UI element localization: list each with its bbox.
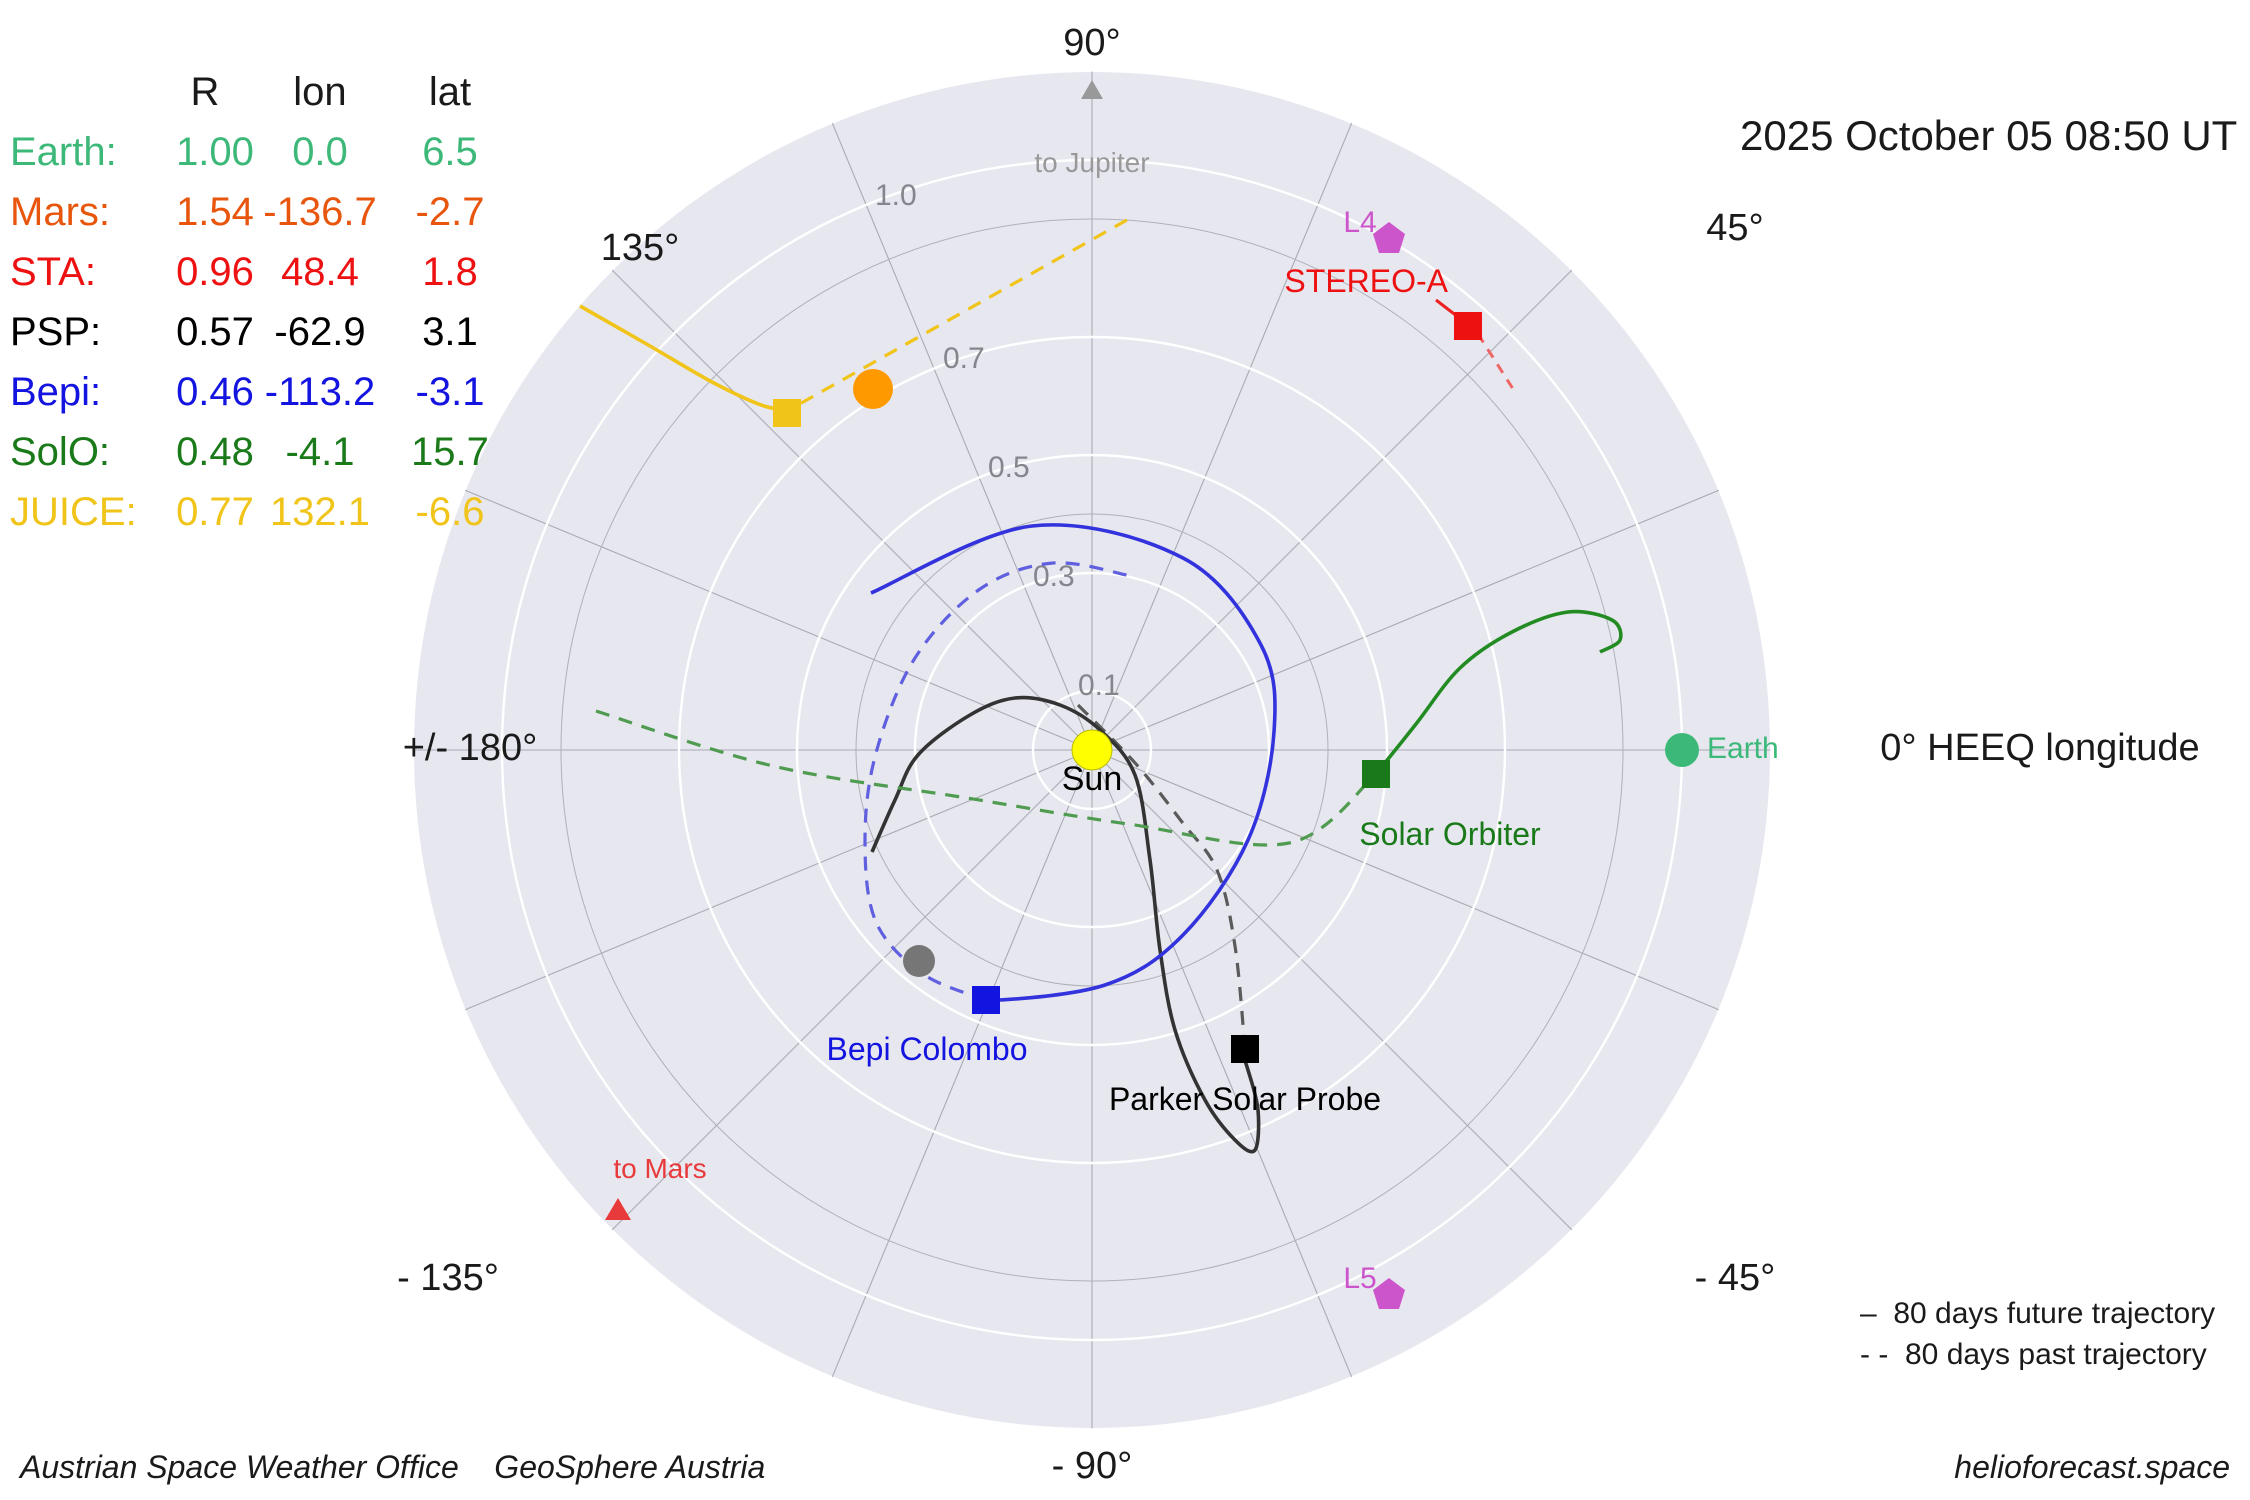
svg-text:lon: lon (293, 70, 346, 114)
svg-text:Bepi Colombo: Bepi Colombo (827, 1031, 1028, 1067)
svg-text:0° HEEQ longitude: 0° HEEQ longitude (1880, 727, 2199, 769)
svg-text:Parker Solar Probe: Parker Solar Probe (1109, 1081, 1381, 1117)
svg-text:-6.6: -6.6 (416, 490, 485, 534)
svg-text:Earth:: Earth: (10, 130, 117, 174)
svg-text:L5: L5 (1343, 1262, 1376, 1295)
svg-text:lat: lat (429, 70, 471, 114)
svg-text:Sun: Sun (1062, 760, 1123, 798)
svg-text:R: R (191, 70, 220, 114)
svg-text:- 45°: - 45° (1695, 1257, 1776, 1299)
svg-text:132.1: 132.1 (270, 490, 370, 534)
svg-text:-62.9: -62.9 (274, 310, 365, 354)
svg-text:0.57: 0.57 (176, 310, 254, 354)
svg-text:2025 October 05 08:50 UT: 2025 October 05 08:50 UT (1740, 112, 2237, 159)
svg-text:0.1: 0.1 (1078, 669, 1120, 702)
svg-text:STA:: STA: (10, 250, 96, 294)
svg-text:helioforecast.space: helioforecast.space (1954, 1449, 2230, 1485)
svg-text:- - 80 days past trajectory: - - 80 days past trajectory (1860, 1338, 2207, 1371)
svg-text:to Mars: to Mars (613, 1153, 706, 1184)
svg-text:0.5: 0.5 (988, 451, 1030, 484)
svg-text:Austrian Space Weather Office: Austrian Space Weather Office GeoSphere … (18, 1449, 765, 1485)
svg-text:Bepi:: Bepi: (10, 370, 101, 414)
svg-text:STEREO-A: STEREO-A (1284, 263, 1448, 299)
svg-text:0.0: 0.0 (292, 130, 348, 174)
svg-text:Earth: Earth (1707, 732, 1779, 765)
svg-text:1.0: 1.0 (875, 179, 917, 212)
svg-text:– 80 days future trajectory: – 80 days future trajectory (1860, 1297, 2215, 1330)
svg-text:JUICE:: JUICE: (10, 490, 137, 534)
svg-text:15.7: 15.7 (411, 430, 489, 474)
svg-text:0.46: 0.46 (176, 370, 254, 414)
svg-text:1.54: 1.54 (176, 190, 254, 234)
svg-text:0.7: 0.7 (943, 342, 985, 375)
svg-text:-2.7: -2.7 (416, 190, 485, 234)
svg-text:- 90°: - 90° (1052, 1445, 1133, 1487)
svg-text:SolO:: SolO: (10, 430, 110, 474)
svg-text:3.1: 3.1 (422, 310, 478, 354)
svg-text:0.48: 0.48 (176, 430, 254, 474)
svg-text:48.4: 48.4 (281, 250, 359, 294)
svg-text:90°: 90° (1063, 22, 1120, 64)
svg-text:-113.2: -113.2 (265, 370, 375, 414)
svg-text:Solar Orbiter: Solar Orbiter (1359, 816, 1541, 852)
svg-text:PSP:: PSP: (10, 310, 101, 354)
svg-text:L4: L4 (1343, 206, 1376, 239)
svg-text:- 135°: - 135° (397, 1257, 499, 1299)
svg-text:6.5: 6.5 (422, 130, 478, 174)
svg-text:0.96: 0.96 (176, 250, 254, 294)
svg-text:to Jupiter: to Jupiter (1034, 147, 1149, 178)
svg-text:0.3: 0.3 (1033, 560, 1075, 593)
svg-text:-4.1: -4.1 (286, 430, 355, 474)
svg-text:+/- 180°: +/- 180° (403, 727, 538, 769)
svg-text:135°: 135° (601, 227, 680, 269)
svg-text:1.00: 1.00 (176, 130, 254, 174)
svg-text:-3.1: -3.1 (416, 370, 485, 414)
svg-text:Mars:: Mars: (10, 190, 110, 234)
svg-text:1.8: 1.8 (422, 250, 478, 294)
svg-text:-136.7: -136.7 (263, 190, 376, 234)
svg-text:45°: 45° (1706, 207, 1763, 249)
svg-text:0.77: 0.77 (176, 490, 254, 534)
